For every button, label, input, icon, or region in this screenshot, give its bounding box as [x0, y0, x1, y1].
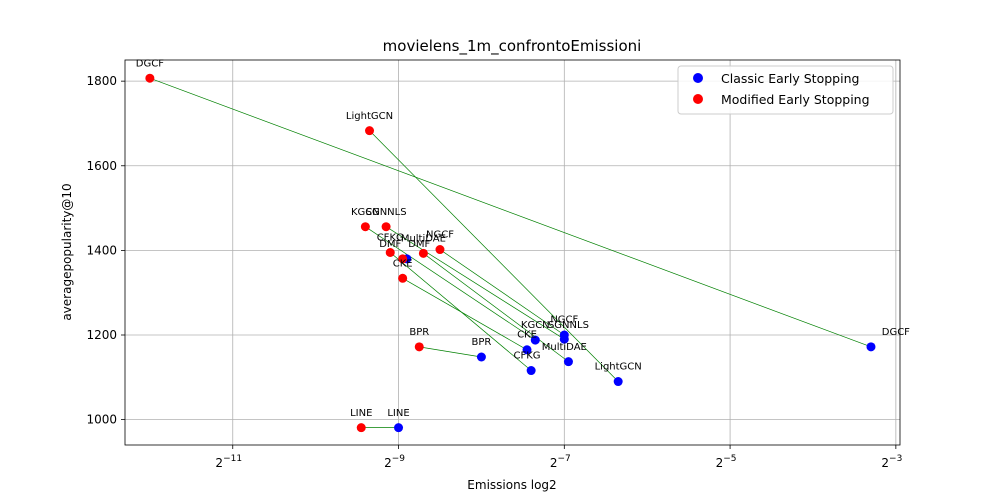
x-tick-label: 2−5: [716, 454, 737, 470]
point-label-multidae: MultiDAE: [401, 234, 446, 245]
modified-point-cke: [398, 273, 408, 283]
point-labels: DGCFLightGCNNGCFKGCNSGNNLSCKEMultiDAECFK…: [136, 58, 910, 418]
x-tick-label: 2−3: [881, 454, 902, 470]
data-points: [145, 73, 876, 433]
point-label-dmf: DMF: [379, 239, 401, 250]
connector-line: [439, 249, 565, 336]
classic-point-multidae: [563, 357, 573, 367]
point-label-multidae: MultiDAE: [542, 342, 587, 353]
modified-point-line: [356, 423, 366, 433]
point-label-sgnnls: SGNNLS: [366, 207, 407, 218]
point-label-lightgcn: LightGCN: [595, 362, 642, 373]
connector-line: [423, 253, 569, 362]
grid: [125, 60, 900, 445]
classic-point-bpr: [476, 352, 486, 362]
chart-title: movielens_1m_confrontoEmissioni: [383, 37, 642, 56]
legend: Classic Early Stopping Modified Early St…: [677, 65, 894, 115]
y-tick-label: 1400: [86, 243, 117, 257]
legend-marker-classic: [693, 73, 703, 83]
modified-point-multidae: [418, 248, 428, 258]
legend-marker-modified: [693, 94, 703, 104]
y-tick-label: 1000: [86, 413, 117, 427]
y-tick-label: 1800: [86, 74, 117, 88]
point-label-dgcf: DGCF: [882, 327, 910, 338]
connector-line: [149, 77, 872, 348]
legend-label-modified: Modified Early Stopping: [721, 92, 870, 107]
point-label-cfkg: CFKG: [513, 351, 540, 362]
classic-point-cfkg: [526, 366, 536, 376]
point-label-cke: CKE: [393, 258, 413, 269]
x-tick-label: 2−11: [215, 454, 242, 470]
point-label-bpr: BPR: [471, 337, 491, 348]
modified-point-sgnnls: [381, 222, 391, 232]
classic-point-cke: [522, 345, 532, 355]
point-label-kgcn: KGCN: [351, 207, 380, 218]
connector-line: [419, 346, 482, 358]
connector-line: [402, 278, 528, 351]
x-tick-label: 2−7: [550, 454, 571, 470]
classic-point-line: [394, 423, 404, 433]
y-axis-title: averagepopularity@10: [60, 183, 74, 320]
connector-lines: [149, 77, 872, 429]
point-label-cke: CKE: [517, 330, 537, 341]
modified-point-bpr: [414, 342, 424, 352]
modified-point-cfkg: [385, 248, 395, 257]
classic-point-sgnnls: [559, 334, 569, 344]
connector-line: [390, 252, 532, 371]
point-label-lightgcn: LightGCN: [346, 111, 393, 122]
point-label-bpr: BPR: [409, 327, 429, 338]
point-label-line: LINE: [350, 408, 372, 419]
x-axis-title: Emissions log2: [467, 478, 556, 492]
point-label-line: LINE: [387, 408, 409, 419]
classic-point-dgcf: [866, 342, 876, 352]
point-label-ngcf: NGCF: [426, 230, 454, 241]
y-tick-label: 1200: [86, 328, 117, 342]
x-tick-label: 2−9: [384, 454, 405, 470]
point-label-dmf: DMF: [408, 239, 430, 250]
modified-point-lightgcn: [365, 126, 375, 136]
point-label-dgcf: DGCF: [136, 58, 164, 69]
modified-point-dgcf: [145, 73, 155, 83]
y-tick-label: 1600: [86, 159, 117, 173]
classic-point-kgcn: [530, 335, 540, 345]
axis-ticks: 2−11 2−9 2−7 2−5 2−3 1000 1200 1400 1600 1800: [86, 74, 902, 470]
modified-point-dmf: [398, 254, 408, 264]
connector-line: [365, 226, 536, 341]
modified-point-kgcn: [360, 222, 370, 232]
point-label-sgnnls: SGNNLS: [548, 320, 589, 331]
point-label-kgcn: KGCN: [521, 320, 550, 331]
connector-line: [385, 226, 565, 340]
plot-frame: [124, 59, 901, 446]
legend-label-classic: Classic Early Stopping: [721, 71, 859, 86]
legend-box: [677, 65, 894, 115]
modified-point-ngcf: [435, 245, 445, 255]
connector-line: [369, 130, 619, 382]
point-label-ngcf: NGCF: [550, 314, 578, 325]
point-label-cfkg: CFKG: [377, 233, 404, 244]
classic-point-lightgcn: [613, 377, 623, 387]
